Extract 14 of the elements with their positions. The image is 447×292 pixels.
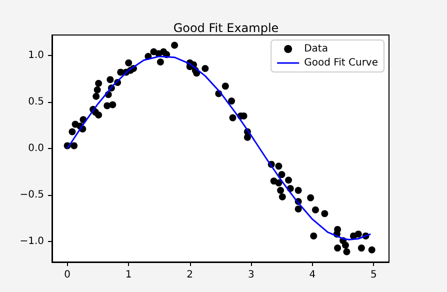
x-tick-label: 0 (64, 270, 71, 280)
x-tick-label: 5 (370, 270, 377, 280)
y-tick-label: −0.5 (20, 190, 44, 201)
x-tick-label: 2 (186, 270, 194, 280)
y-tick-label: −1.0 (20, 236, 44, 248)
chart-title: Good Fit Example (173, 21, 279, 35)
x-tick-label: 3 (248, 270, 254, 280)
y-tick-label: 0.0 (28, 143, 44, 154)
x-tick-label: 4 (309, 270, 316, 280)
y-tick-label: 1.0 (28, 50, 44, 61)
y-tick-label: 0.5 (28, 96, 44, 108)
legend-label: Data (304, 44, 328, 54)
x-tick-label: 1 (125, 270, 132, 280)
legend-label: Good Fit Curve (304, 58, 378, 68)
